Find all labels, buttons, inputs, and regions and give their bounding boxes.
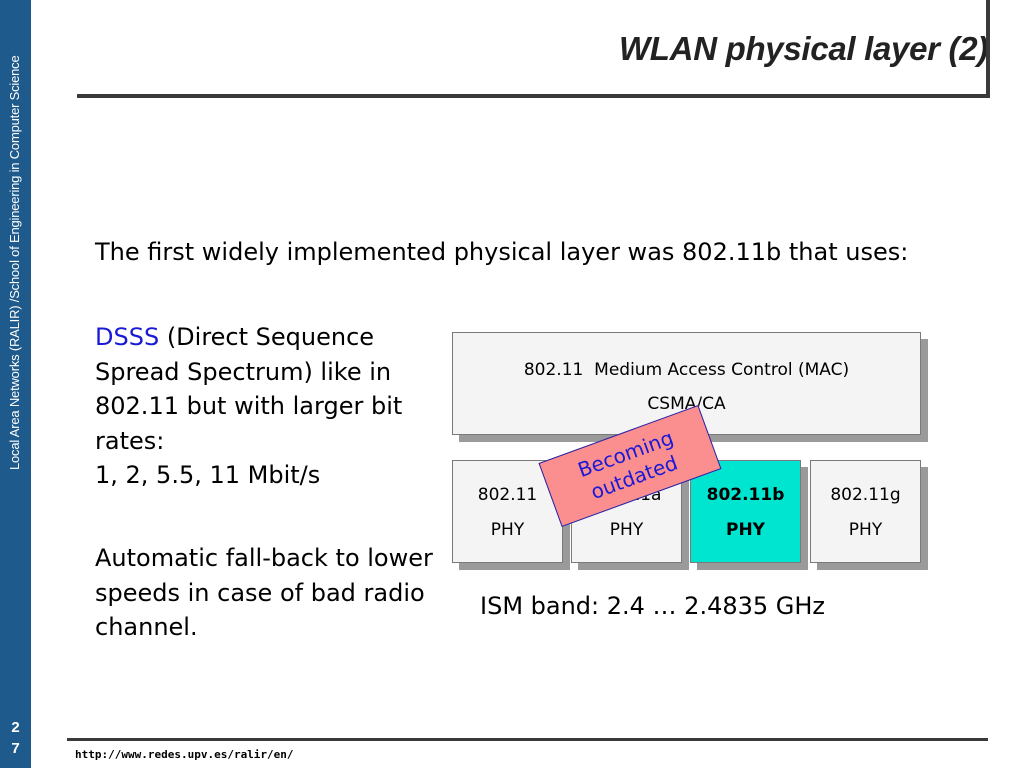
- mac-layer-protocol: CSMA/CA: [647, 394, 726, 414]
- fallback-paragraph: Automatic fall-back to lower speeds in c…: [95, 544, 433, 641]
- phy-box-standard: 802.11b: [706, 485, 785, 505]
- intro-paragraph: The first widely implemented physical la…: [95, 238, 909, 266]
- dsss-description: (Direct Sequence Spread Spectrum) like i…: [95, 323, 403, 455]
- sidebar-course-label: Local Area Networks (RALIR) /School of E…: [7, 55, 22, 471]
- phy-box-layer: PHY: [609, 520, 644, 540]
- phy-box-layer: PHY: [848, 520, 883, 540]
- phy-box-layer: PHY: [490, 520, 525, 540]
- dsss-paragraph: DSSS (Direct Sequence Spread Spectrum) l…: [95, 320, 435, 493]
- footer-divider: [67, 738, 988, 741]
- phy-box-802-11b: 802.11b PHY: [690, 460, 801, 563]
- page-number-digit-1: 2: [11, 719, 20, 736]
- dsss-term: DSSS: [95, 323, 160, 351]
- dsss-bit-rates: 1, 2, 5.5, 11 Mbit/s: [95, 461, 321, 489]
- ism-band-caption: ISM band: 2.4 … 2.4835 GHz: [480, 592, 826, 620]
- phy-box-standard: 802.11g: [830, 485, 901, 505]
- slide-title: WLAN physical layer (2): [618, 30, 988, 67]
- mac-layer-title: 802.11 Medium Access Control (MAC): [523, 360, 850, 380]
- phy-box-layer: PHY: [726, 520, 765, 540]
- page-number-digit-2: 7: [11, 740, 20, 757]
- title-right-bar: [986, 0, 990, 98]
- phy-box-standard: 802.11: [477, 485, 538, 505]
- phy-box-802-11g: 802.11g PHY: [810, 460, 921, 563]
- footer-url: http://www.redes.upv.es/ralir/en/: [75, 748, 294, 761]
- title-underline: [77, 94, 990, 98]
- sidebar: Local Area Networks (RALIR) /School of E…: [0, 0, 31, 768]
